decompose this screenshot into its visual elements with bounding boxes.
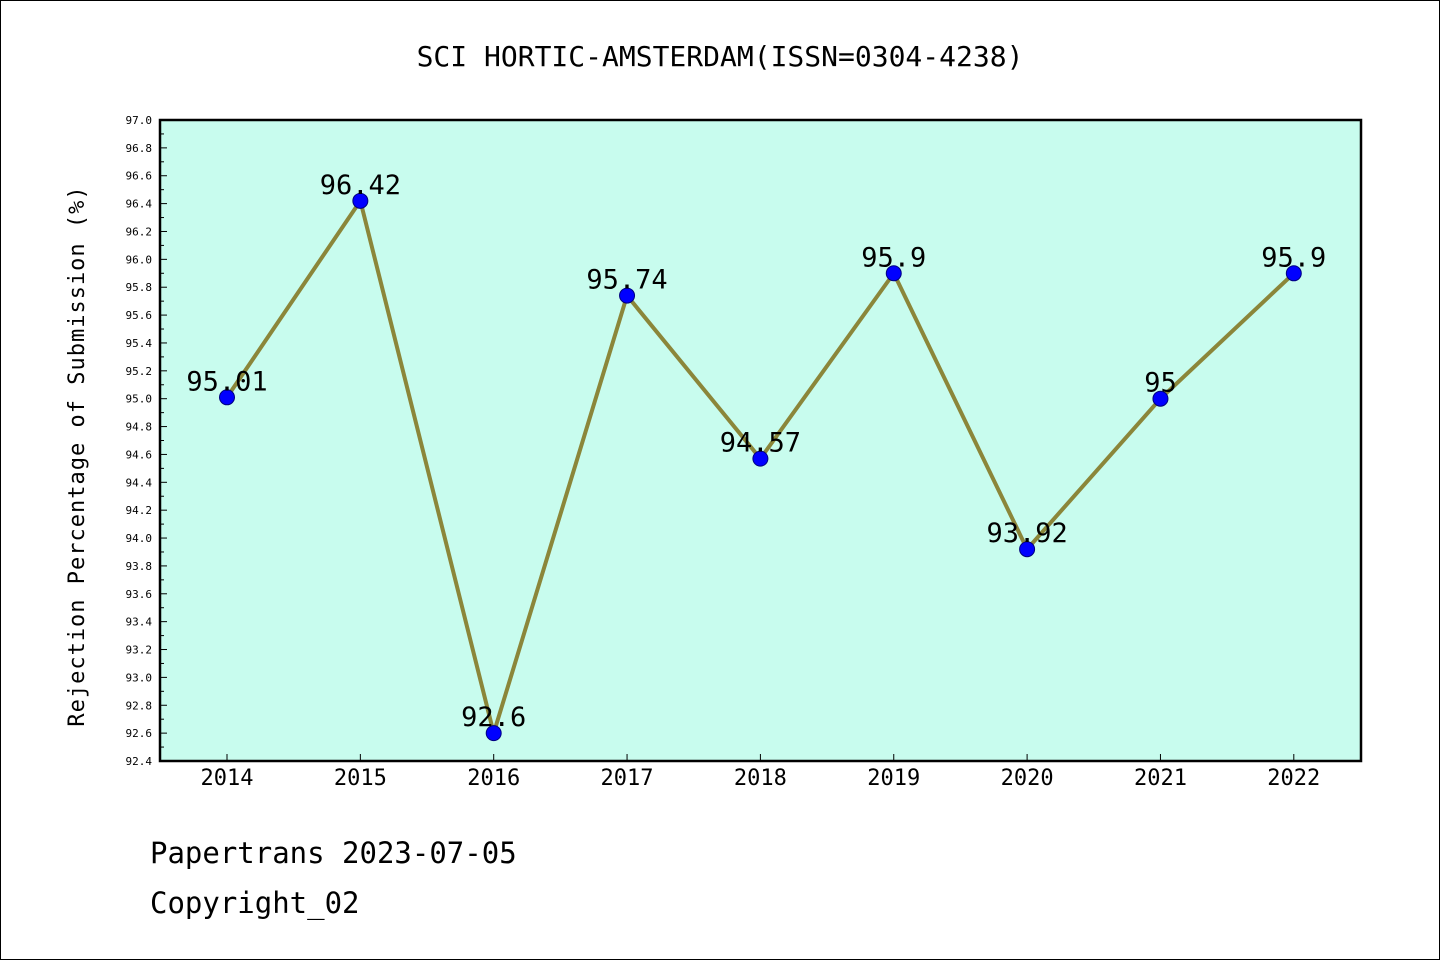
y-tick-label: 96.6 xyxy=(126,170,153,183)
y-tick-label: 92.8 xyxy=(126,699,153,712)
y-tick-label: 93.2 xyxy=(126,644,153,657)
x-tick-label: 2018 xyxy=(734,766,787,791)
y-tick-label: 93.4 xyxy=(126,616,153,629)
y-tick-label: 94.6 xyxy=(126,448,153,461)
y-tick-label: 97.0 xyxy=(126,114,153,127)
y-tick-label: 94.8 xyxy=(126,421,153,434)
data-point xyxy=(885,265,902,282)
data-label: 95.01 xyxy=(186,366,267,397)
y-tick-label: 93.8 xyxy=(126,560,153,573)
y-axis-ticks: 92.4 92.6 92.8 93.0 93.2 93.4 93.6 93.8 94.0 94.2… xyxy=(126,114,167,768)
y-tick-label: 92.4 xyxy=(126,755,153,768)
footer-copyright: Copyright_02 xyxy=(150,886,360,920)
y-tick-label: 95.6 xyxy=(126,309,153,322)
y-tick-label: 94.0 xyxy=(126,532,153,545)
y-tick-label: 93.6 xyxy=(126,588,153,601)
x-tick-label: 2015 xyxy=(334,766,387,791)
data-points xyxy=(219,192,1302,742)
data-label: 95 xyxy=(1144,368,1177,399)
data-point xyxy=(219,389,235,406)
x-tick-label: 2019 xyxy=(867,766,920,791)
footer-date: Papertrans 2023-07-05 xyxy=(150,836,517,870)
y-tick-label: 95.0 xyxy=(126,393,153,406)
data-label: 93.92 xyxy=(986,518,1067,549)
data-labels: 95.01 96.42 92.6 95.74 94.57 95.9 93.92 95 95.9 xyxy=(186,170,1326,733)
data-point xyxy=(1019,541,1036,558)
data-label: 96.42 xyxy=(320,170,401,201)
data-point xyxy=(485,725,502,742)
y-tick-label: 96.8 xyxy=(126,142,153,155)
data-label: 95.9 xyxy=(861,242,926,273)
x-tick-label: 2014 xyxy=(201,766,254,791)
x-tick-label: 2020 xyxy=(1001,766,1054,791)
x-tick-label: 2016 xyxy=(467,766,520,791)
y-tick-label: 95.8 xyxy=(126,281,153,294)
x-axis-ticks: 2014 2015 2016 2017 2018 2019 2020 2021 2022 xyxy=(201,754,1320,791)
y-tick-label: 92.6 xyxy=(126,727,153,740)
data-label: 95.9 xyxy=(1261,242,1326,273)
y-tick-label: 95.4 xyxy=(126,337,153,350)
plot-area xyxy=(158,118,1363,763)
y-tick-label: 94.2 xyxy=(126,504,153,517)
y-tick-label: 94.4 xyxy=(126,476,153,489)
data-label: 92.6 xyxy=(461,702,526,733)
x-tick-label: 2021 xyxy=(1134,766,1187,791)
y-tick-label: 95.2 xyxy=(126,365,153,378)
data-point xyxy=(352,192,369,209)
y-tick-label: 93.0 xyxy=(126,671,153,684)
chart-title: SCI HORTIC-AMSTERDAM(ISSN=0304-4238) xyxy=(417,40,1024,73)
y-tick-label: 96.4 xyxy=(126,198,153,211)
data-label: 94.57 xyxy=(720,428,801,459)
data-point xyxy=(752,450,769,467)
y-axis-label: Rejection Percentage of Submission (%) xyxy=(65,185,90,726)
x-tick-label: 2017 xyxy=(601,766,654,791)
data-point xyxy=(1152,390,1169,407)
data-point xyxy=(1285,265,1302,282)
data-point xyxy=(619,287,636,304)
data-label: 95.74 xyxy=(586,265,667,296)
y-tick-label: 96.0 xyxy=(126,253,153,266)
y-tick-label: 96.2 xyxy=(126,225,153,238)
x-tick-label: 2022 xyxy=(1267,766,1320,791)
